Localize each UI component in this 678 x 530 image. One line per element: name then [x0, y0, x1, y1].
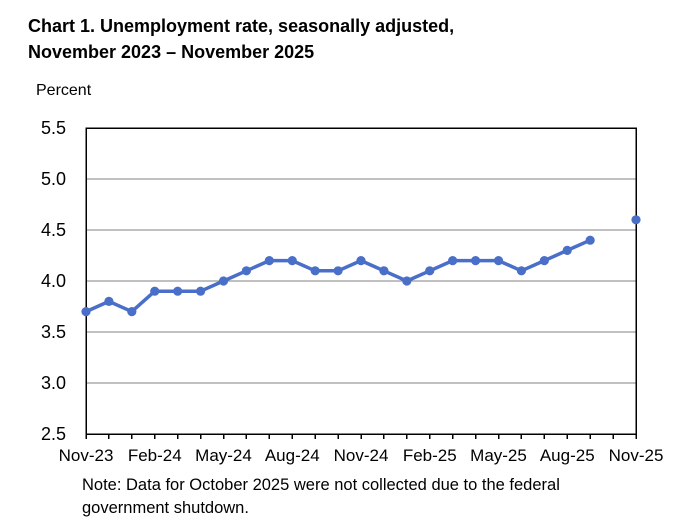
- data-point-marker: [127, 307, 137, 317]
- trend-line-segment: [84, 238, 592, 314]
- chart-note: Note: Data for October 2025 were not col…: [82, 474, 560, 520]
- data-point-marker: [585, 235, 595, 245]
- data-point-marker: [493, 256, 504, 266]
- x-tick-label: May-25: [470, 446, 527, 465]
- chart-title-line-1: Chart 1. Unemployment rate, seasonally a…: [28, 16, 455, 36]
- x-tick-label: Nov-23: [59, 446, 114, 465]
- data-point-marker: [104, 296, 114, 306]
- x-tick-label: Nov-25: [609, 446, 664, 465]
- y-tick-label: 4.0: [41, 271, 66, 291]
- data-point-marker: [356, 256, 366, 266]
- chart-note-line-1: Note: Data for October 2025 were not col…: [82, 476, 560, 494]
- data-point-marker: [562, 245, 572, 255]
- y-tick-label: 3.0: [41, 373, 66, 393]
- data-point-marker: [150, 286, 160, 296]
- data-point-marker: [379, 266, 389, 276]
- chart-note-line-2: government shutdown.: [82, 499, 249, 517]
- x-tick-label: Aug-25: [540, 446, 595, 465]
- data-point-marker: [516, 266, 527, 276]
- x-tick-label: Feb-24: [128, 446, 182, 465]
- x-tick-label: Aug-24: [265, 446, 320, 465]
- y-tick-label: 5.5: [41, 118, 66, 138]
- data-point-marker: [310, 266, 320, 276]
- data-point-marker: [470, 256, 481, 266]
- data-point-marker: [195, 286, 206, 296]
- y-tick-label: 2.5: [41, 424, 66, 444]
- data-point-marker: [81, 307, 91, 317]
- y-axis-unit-label: Percent: [36, 82, 92, 99]
- x-tick-label: May-24: [195, 446, 252, 465]
- data-point-marker: [264, 256, 274, 266]
- x-tick-label: Feb-25: [403, 446, 457, 465]
- data-point-marker: [173, 286, 183, 296]
- chart-title: Chart 1. Unemployment rate, seasonally a…: [28, 13, 454, 65]
- data-point-marker: [218, 276, 229, 286]
- data-point-marker: [631, 215, 641, 225]
- chart-title-line-2: November 2023 – November 2025: [28, 42, 315, 62]
- y-tick-label: 5.0: [41, 169, 66, 189]
- data-point-marker: [402, 276, 412, 286]
- data-point-marker: [287, 256, 297, 266]
- data-point-marker: [448, 256, 458, 266]
- data-point-marker: [333, 266, 343, 276]
- data-point-marker: [539, 256, 549, 266]
- y-tick-label: 4.5: [41, 220, 66, 240]
- data-point-marker: [241, 266, 252, 276]
- x-tick-label: Nov-24: [334, 446, 389, 465]
- y-tick-label: 3.5: [41, 322, 66, 342]
- data-point-marker: [425, 266, 435, 276]
